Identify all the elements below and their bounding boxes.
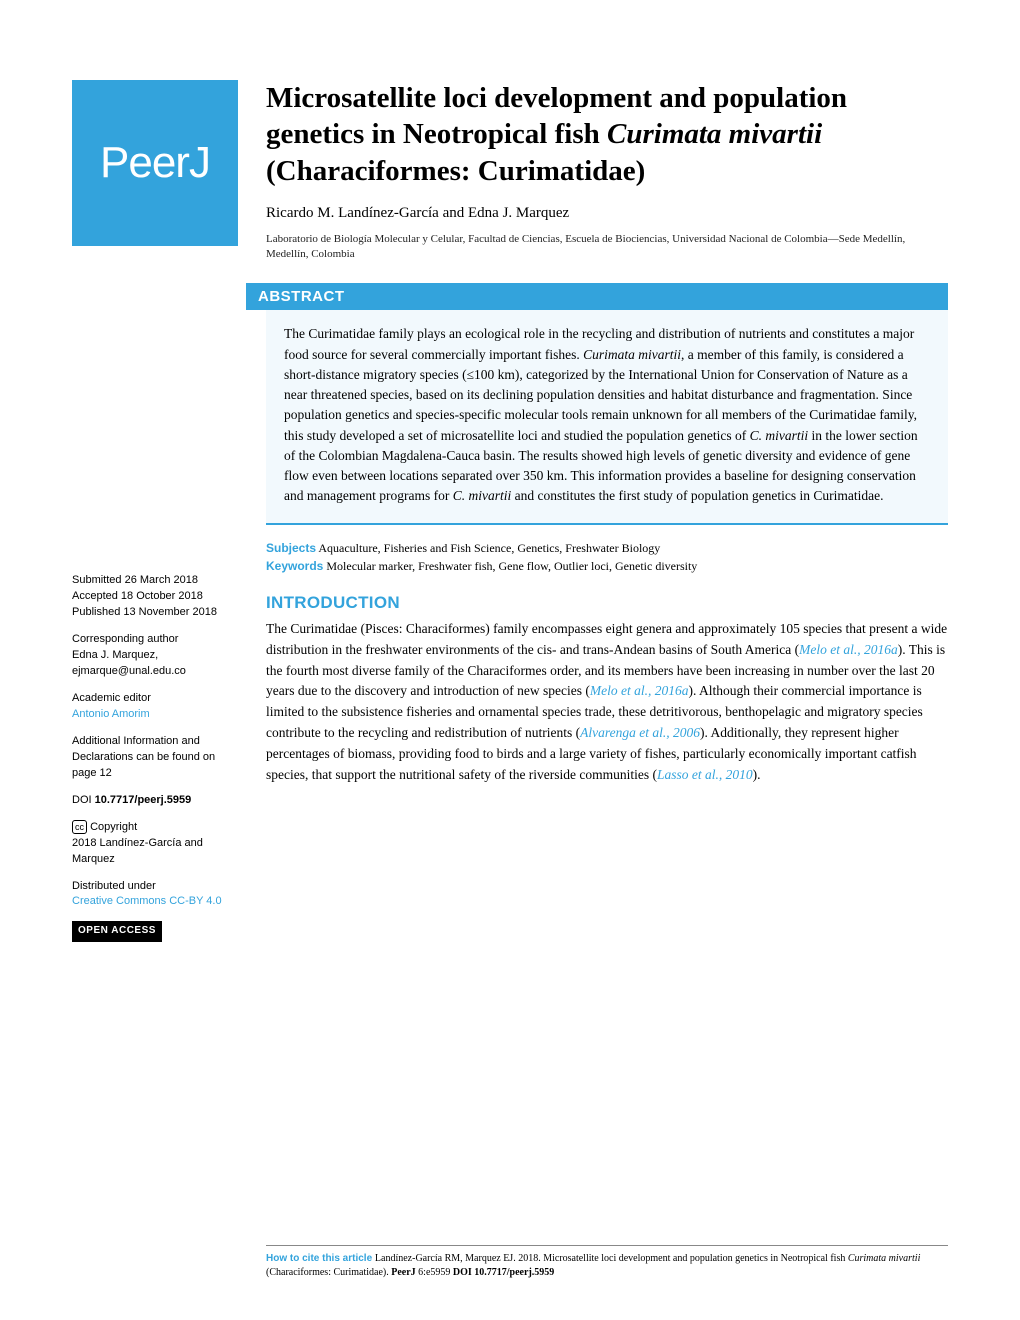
footer-t1: Landínez-García RM, Marquez EJ. 2018. Mi… [375,1253,848,1264]
footer-journal: PeerJ [391,1267,415,1278]
abstract-species-2: C. mivartii [750,428,809,443]
keywords-line: Keywords Molecular marker, Freshwater fi… [266,557,948,575]
distribution-block: Distributed under Creative Commons CC-BY… [72,879,238,911]
title-block: Microsatellite loci development and popu… [266,80,948,261]
footer-t2: (Characiformes: Curimatidae). [266,1267,391,1278]
dates-block: Submitted 26 March 2018 Accepted 18 Octo… [72,573,238,621]
subjects-keywords-block: Subjects Aquaculture, Fisheries and Fish… [266,539,948,575]
header-row: PeerJ Microsatellite loci development an… [72,80,948,261]
citation-3[interactable]: Alvarenga et al., 2006 [580,725,700,740]
footer-doi[interactable]: DOI 10.7717/peerj.5959 [453,1267,554,1278]
cc-icon: cc [72,820,87,834]
body-column: ABSTRACT The Curimatidae family plays an… [266,283,948,952]
abstract-heading: ABSTRACT [246,283,948,310]
doi-value[interactable]: 10.7717/peerj.5959 [95,794,192,806]
corresponding-name: Edna J. Marquez, [72,648,238,664]
open-access-badge: OPEN ACCESS [72,921,162,942]
introduction-paragraph: The Curimatidae (Pisces: Characiformes) … [266,619,948,786]
corresponding-email[interactable]: ejmarque@unal.edu.co [72,664,238,680]
logo-text: PeerJ [100,138,210,188]
subjects-line: Subjects Aquaculture, Fisheries and Fish… [266,539,948,557]
authors: Ricardo M. Landínez-García and Edna J. M… [266,205,948,222]
footer-species: Curimata mivartii [848,1253,921,1264]
abstract-species-1: Curimata mivartii [583,347,681,362]
keywords-label: Keywords [266,559,323,573]
subjects-text: Aquaculture, Fisheries and Fish Science,… [318,541,660,555]
abstract-species-3: C. mivartii [453,488,512,503]
published-label: Published [72,606,123,618]
keywords-text: Molecular marker, Freshwater fish, Gene … [326,559,697,573]
abstract-t4: and constitutes the first study of popul… [511,488,883,503]
doi-label: DOI [72,794,95,806]
article-title: Microsatellite loci development and popu… [266,80,948,189]
submitted-label: Submitted [72,574,125,586]
main-content: Submitted 26 March 2018 Accepted 18 Octo… [72,283,948,952]
introduction-heading: INTRODUCTION [266,593,948,613]
citation-2[interactable]: Melo et al., 2016a [590,683,689,698]
copyright-block: cc Copyright 2018 Landínez-García and Ma… [72,820,238,868]
affiliation: Laboratorio de Biología Molecular y Celu… [266,232,948,262]
editor-block: Academic editor Antonio Amorim [72,691,238,723]
copyright-text: 2018 Landínez-García and Marquez [72,836,238,868]
title-species: Curimata mivartii [607,118,822,150]
submitted-date: 26 March 2018 [125,574,198,586]
distribution-license[interactable]: Creative Commons CC-BY 4.0 [72,894,238,910]
journal-logo: PeerJ [72,80,238,246]
abstract-text: The Curimatidae family plays an ecologic… [284,324,930,506]
citation-1[interactable]: Melo et al., 2016a [799,642,898,657]
editor-heading: Academic editor [72,691,238,707]
copyright-label: Copyright [90,821,137,833]
title-part-2: (Characiformes: Curimatidae) [266,155,645,187]
published-date: 13 November 2018 [123,606,217,618]
distribution-heading: Distributed under [72,879,238,895]
doi-block: DOI 10.7717/peerj.5959 [72,793,238,809]
abstract-box: The Curimatidae family plays an ecologic… [266,310,948,524]
citation-4[interactable]: Lasso et al., 2010 [657,767,753,782]
open-access-block: OPEN ACCESS [72,921,238,942]
editor-name[interactable]: Antonio Amorim [72,707,238,723]
subjects-label: Subjects [266,541,316,555]
corresponding-heading: Corresponding author [72,632,238,648]
metadata-sidebar: Submitted 26 March 2018 Accepted 18 Octo… [72,283,238,952]
corresponding-author-block: Corresponding author Edna J. Marquez, ej… [72,632,238,680]
intro-t5: ). [753,767,761,782]
footer-t3: 6:e5959 [416,1267,453,1278]
accepted-date: 18 October 2018 [121,590,203,602]
accepted-label: Accepted [72,590,121,602]
citation-footer: How to cite this article Landínez-García… [266,1245,948,1280]
footer-label: How to cite this article [266,1253,375,1264]
additional-info-block[interactable]: Additional Information and Declarations … [72,734,238,782]
